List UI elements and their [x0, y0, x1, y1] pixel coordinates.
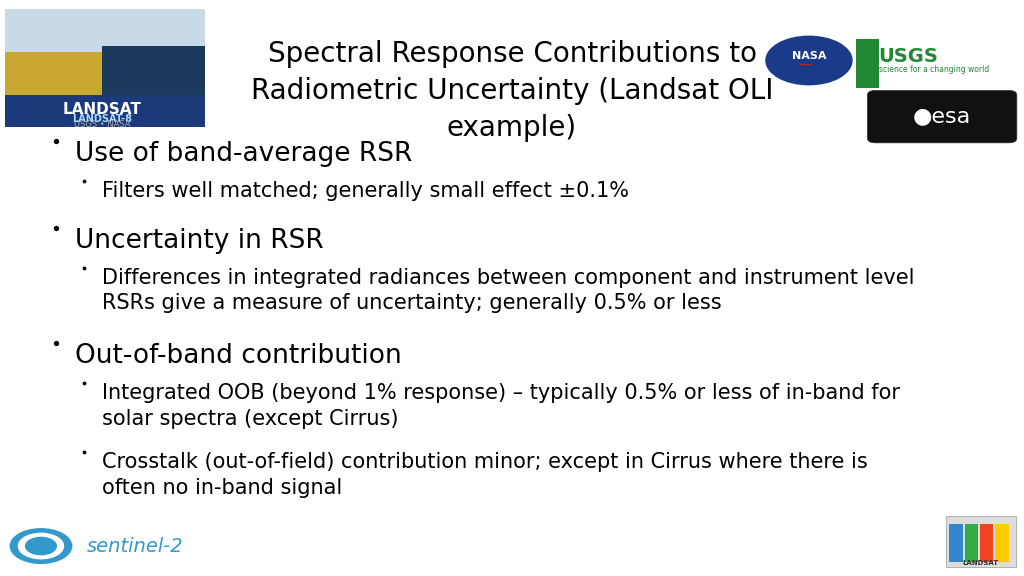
FancyBboxPatch shape: [856, 35, 1015, 89]
FancyBboxPatch shape: [867, 90, 1017, 143]
Text: LANDSAT: LANDSAT: [62, 102, 142, 117]
Text: Uncertainty in RSR: Uncertainty in RSR: [75, 228, 324, 253]
FancyBboxPatch shape: [5, 52, 128, 127]
Text: Out-of-band contribution: Out-of-band contribution: [75, 343, 401, 369]
FancyBboxPatch shape: [5, 9, 205, 127]
Text: Use of band-average RSR: Use of band-average RSR: [75, 141, 412, 167]
Text: Differences in integrated radiances between component and instrument level
RSRs : Differences in integrated radiances betw…: [102, 268, 914, 313]
Text: science for a changing world: science for a changing world: [879, 65, 989, 74]
Text: NASA: NASA: [792, 51, 826, 61]
FancyBboxPatch shape: [980, 524, 993, 562]
Circle shape: [10, 529, 72, 563]
Text: Crosstalk (out-of-field) contribution minor; except in Cirrus where there is
oft: Crosstalk (out-of-field) contribution mi…: [102, 452, 868, 498]
Text: —: —: [797, 59, 811, 73]
Text: Integrated OOB (beyond 1% response) – typically 0.5% or less of in-band for
sola: Integrated OOB (beyond 1% response) – ty…: [102, 383, 900, 429]
FancyBboxPatch shape: [102, 46, 205, 104]
FancyBboxPatch shape: [995, 524, 1009, 562]
Text: LANDSAT-8: LANDSAT-8: [73, 113, 132, 124]
FancyBboxPatch shape: [949, 524, 963, 562]
Text: USGS: USGS: [879, 47, 938, 66]
Circle shape: [18, 533, 63, 559]
Text: LANDSAT: LANDSAT: [963, 560, 999, 566]
Text: sentinel-2: sentinel-2: [87, 537, 183, 555]
FancyBboxPatch shape: [856, 39, 879, 88]
FancyBboxPatch shape: [965, 524, 978, 562]
FancyBboxPatch shape: [5, 95, 205, 127]
Circle shape: [766, 36, 852, 85]
Text: Spectral Response Contributions to
Radiometric Uncertainty (Landsat OLI
example): Spectral Response Contributions to Radio…: [251, 40, 773, 142]
Text: USGS • NASA: USGS • NASA: [74, 120, 131, 130]
Circle shape: [26, 537, 56, 555]
FancyBboxPatch shape: [946, 516, 1016, 567]
Text: ●esa: ●esa: [913, 107, 971, 127]
Text: Filters well matched; generally small effect ±0.1%: Filters well matched; generally small ef…: [102, 181, 630, 202]
